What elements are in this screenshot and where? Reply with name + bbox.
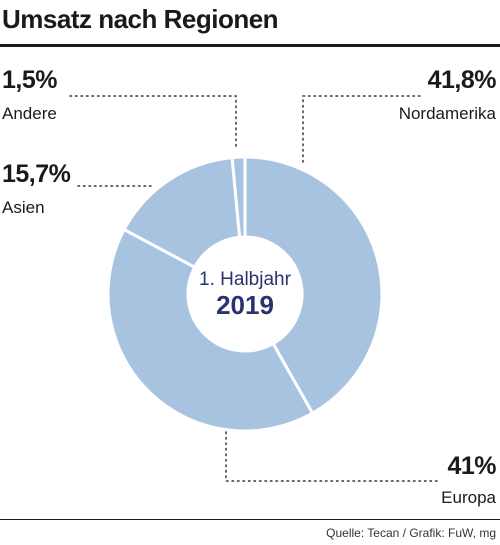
label-andere-name: Andere [2, 104, 57, 123]
source-note: Quelle: Tecan / Grafik: FuW, mg [326, 526, 496, 540]
label-asien-percent: 15,7% [2, 160, 71, 188]
label-europa-percent: 41% [447, 452, 496, 480]
label-asien-name: Asien [2, 198, 45, 217]
label-nordamerika-percent: 41,8% [427, 66, 497, 94]
center-label-period: 1. Halbjahr [199, 269, 292, 290]
footer-divider [0, 519, 500, 520]
slice-andere [230, 155, 247, 239]
label-andere-percent: 1,5% [2, 66, 57, 94]
slice-nordamerika [243, 155, 384, 416]
slice-europa [106, 227, 315, 433]
label-europa-name: Europa [441, 488, 496, 507]
leader-nordamerika [302, 95, 421, 165]
chart-title: Umsatz nach Regionen [2, 4, 279, 34]
leader-europa [225, 431, 441, 482]
center-label-year: 2019 [216, 290, 274, 320]
slice-asien [122, 155, 242, 270]
label-nordamerika-name: Nordamerika [398, 104, 496, 123]
leader-andere [69, 95, 237, 151]
title-divider [0, 44, 500, 47]
